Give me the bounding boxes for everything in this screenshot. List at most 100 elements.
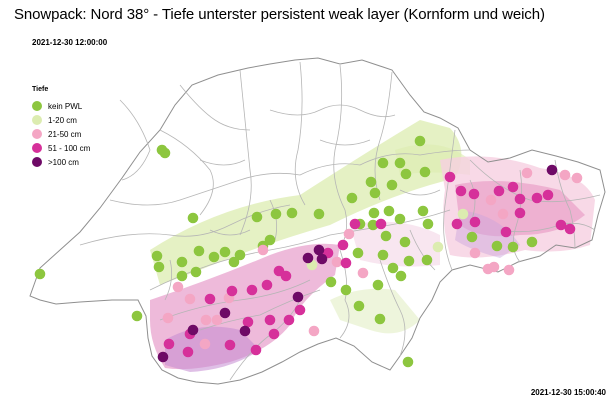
station-marker-21-50 (469, 247, 481, 259)
station-marker-51-100 (294, 304, 306, 316)
depth-field-shading (150, 120, 595, 372)
legend-item-1-20: 1-20 cm (32, 113, 90, 127)
station-marker-kein-pwl (422, 218, 434, 230)
station-marker-21-50 (503, 264, 515, 276)
legend-label: >100 cm (48, 157, 79, 167)
station-marker-kein-pwl (394, 157, 406, 169)
station-marker-kein-pwl (325, 276, 337, 288)
station-marker-21-50 (172, 281, 184, 293)
timestamp-top: 2021-12-30 12:00:00 (32, 38, 108, 47)
station-marker-51-100 (555, 219, 567, 231)
station-marker-21-50 (343, 228, 355, 240)
station-marker-kein-pwl (394, 213, 406, 225)
station-marker-kein-pwl (228, 256, 240, 268)
station-marker-51-100 (163, 338, 175, 350)
station-marker-kein-pwl (387, 262, 399, 274)
station-marker-kein-pwl (367, 219, 379, 231)
station-marker-51-100 (268, 328, 280, 340)
station-marker-51-100 (250, 344, 262, 356)
station-marker-kein-pwl (421, 254, 433, 266)
station-marker-51-100 (182, 346, 194, 358)
station-marker-kein-pwl (368, 207, 380, 219)
station-marker-21-50 (357, 267, 369, 279)
station-marker-51-100 (246, 284, 258, 296)
station-marker-21-50 (521, 167, 533, 179)
station-marker-51-100 (514, 207, 526, 219)
station-marker-51-100 (224, 339, 236, 351)
station-marker-kein-pwl (400, 168, 412, 180)
station-marker-51-100 (507, 181, 519, 193)
station-marker-kein-pwl (383, 205, 395, 217)
station-marker-51-100 (493, 185, 505, 197)
station-marker-21-50 (485, 194, 497, 206)
legend-item-over-100: >100 cm (32, 155, 90, 169)
station-marker-21-50 (184, 293, 196, 305)
legend-item-21-50: 21-50 cm (32, 127, 90, 141)
station-marker-51-100 (469, 216, 481, 228)
station-marker-51-100 (242, 316, 254, 328)
station-marker-kein-pwl (491, 240, 503, 252)
map-title: Snowpack: Nord 38° - Tiefe unterster per… (14, 6, 545, 23)
station-marker-51-100 (283, 314, 295, 326)
station-marker-kein-pwl (365, 176, 377, 188)
station-marker-kein-pwl (153, 261, 165, 273)
station-marker-kein-pwl (187, 212, 199, 224)
station-marker-51-100 (455, 185, 467, 197)
station-marker-51-100 (451, 218, 463, 230)
station-marker-51-100 (542, 189, 554, 201)
station-marker-over-100 (187, 324, 199, 336)
station-marker-kein-pwl (219, 246, 231, 258)
legend-item-kein-pwl: kein PWL (32, 99, 90, 113)
station-marker-21-50 (199, 338, 211, 350)
station-marker-kein-pwl (190, 266, 202, 278)
station-marker-21-50 (257, 244, 269, 256)
station-marker-kein-pwl (193, 245, 205, 257)
station-marker-21-50 (571, 172, 583, 184)
legend-swatch-over-100 (32, 157, 42, 167)
station-marker-21-50 (331, 256, 343, 268)
station-marker-over-100 (316, 253, 328, 265)
legend-label: 51 - 100 cm (48, 143, 91, 153)
station-marker-21-50 (308, 325, 320, 337)
station-marker-21-50 (482, 263, 494, 275)
station-marker-kein-pwl (313, 208, 325, 220)
station-marker-51-100 (531, 192, 543, 204)
station-marker-51-100 (375, 218, 387, 230)
legend-label: 21-50 cm (48, 129, 82, 139)
station-marker-51-100 (500, 226, 512, 238)
station-marker-over-100 (313, 244, 325, 256)
station-marker-kein-pwl (417, 205, 429, 217)
legend: Tiefe kein PWL 1-20 cm 21-50 cm 51 - 100… (32, 86, 90, 169)
legend-swatch-21-50 (32, 129, 42, 139)
station-marker-kein-pwl (399, 236, 411, 248)
station-marker-kein-pwl (34, 268, 46, 280)
station-marker-kein-pwl (208, 251, 220, 263)
station-marker-51-100 (349, 218, 361, 230)
legend-swatch-51-100 (32, 143, 42, 153)
legend-item-51-100: 51 - 100 cm (32, 141, 90, 155)
station-marker-1-20 (457, 208, 469, 220)
station-markers (34, 135, 583, 368)
station-marker-kein-pwl (264, 234, 276, 246)
legend-label: kein PWL (48, 101, 83, 111)
station-marker-51-100 (340, 257, 352, 269)
station-marker-kein-pwl (346, 192, 358, 204)
station-marker-kein-pwl (386, 179, 398, 191)
station-marker-kein-pwl (377, 157, 389, 169)
station-marker-over-100 (546, 164, 558, 176)
station-marker-over-100 (302, 252, 314, 264)
station-marker-21-50 (162, 312, 174, 324)
station-marker-kein-pwl (369, 187, 381, 199)
station-marker-kein-pwl (251, 211, 263, 223)
station-marker-21-50 (211, 314, 223, 326)
station-marker-kein-pwl (380, 230, 392, 242)
station-marker-kein-pwl (176, 270, 188, 282)
station-marker-over-100 (292, 291, 304, 303)
legend-swatch-1-20 (32, 115, 42, 125)
station-marker-kein-pwl (151, 250, 163, 262)
timestamp-bottom: 2021-12-30 15:00:40 (530, 388, 606, 397)
station-marker-over-100 (157, 351, 169, 363)
station-marker-kein-pwl (402, 356, 414, 368)
station-marker-kein-pwl (414, 135, 426, 147)
legend-label: 1-20 cm (48, 115, 77, 125)
